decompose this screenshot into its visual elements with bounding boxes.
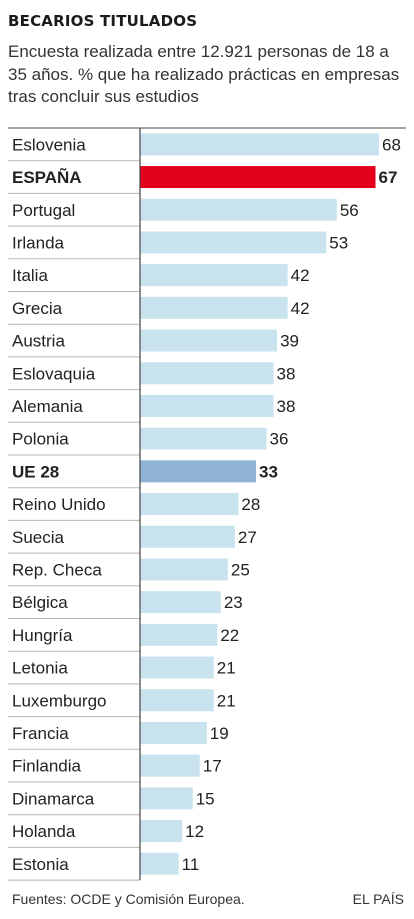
category-label: ESPAÑA xyxy=(12,167,82,187)
source-note: Fuentes: OCDE y Comisión Europea. xyxy=(12,891,245,907)
category-label: Reino Unido xyxy=(12,495,106,514)
bar-suecia xyxy=(140,525,235,548)
bar-dinamarca xyxy=(140,787,193,810)
value-label: 33 xyxy=(259,462,278,481)
value-label: 56 xyxy=(340,201,359,220)
bar-hungría xyxy=(140,623,218,646)
bar-eslovaquia xyxy=(140,362,274,385)
bar-estonia xyxy=(140,852,179,875)
bar-eslovenia xyxy=(140,133,379,156)
category-label: Letonia xyxy=(12,659,68,678)
bar-holanda xyxy=(140,820,183,843)
value-label: 42 xyxy=(291,299,310,318)
bar-polonia xyxy=(140,427,267,450)
bar-francia xyxy=(140,721,207,744)
bar-españa xyxy=(140,166,376,189)
value-label: 21 xyxy=(217,691,236,710)
value-label: 27 xyxy=(238,528,257,547)
category-label: Hungría xyxy=(12,626,73,645)
value-label: 38 xyxy=(277,397,296,416)
category-label: Dinamarca xyxy=(12,789,95,808)
bar-grecia xyxy=(140,296,288,319)
value-label: 36 xyxy=(270,430,289,449)
value-label: 23 xyxy=(224,593,243,612)
bar-bélgica xyxy=(140,591,221,614)
category-label: Eslovaquia xyxy=(12,364,96,383)
bar-austria xyxy=(140,329,278,352)
publisher-logo: EL PAÍS xyxy=(352,891,404,907)
value-label: 19 xyxy=(210,724,229,743)
bar-letonia xyxy=(140,656,214,679)
bar-portugal xyxy=(140,198,337,221)
category-label: Portugal xyxy=(12,201,75,220)
value-label: 28 xyxy=(241,495,260,514)
value-label: 11 xyxy=(182,855,200,874)
chart-title: BECARIOS TITULADOS xyxy=(8,12,198,30)
value-label: 42 xyxy=(291,266,310,285)
value-label: 53 xyxy=(329,233,348,252)
value-label: 39 xyxy=(280,332,299,351)
value-label: 21 xyxy=(217,659,236,678)
category-label: Austria xyxy=(12,332,65,351)
category-label: Suecia xyxy=(12,528,65,547)
category-label: Finlandia xyxy=(12,757,82,776)
category-label: Luxemburgo xyxy=(12,691,107,710)
category-label: Alemania xyxy=(12,397,83,416)
bar-ue-28 xyxy=(140,460,256,483)
category-label: Italia xyxy=(12,266,48,285)
category-label: Bélgica xyxy=(12,593,68,612)
value-label: 12 xyxy=(185,822,204,841)
value-label: 17 xyxy=(203,757,222,776)
category-label: Irlanda xyxy=(12,233,65,252)
category-label: Grecia xyxy=(12,299,63,318)
category-label: Eslovenia xyxy=(12,135,86,154)
value-label: 38 xyxy=(277,364,296,383)
value-label: 15 xyxy=(196,789,215,808)
category-label: Polonia xyxy=(12,430,69,449)
bar-irlanda xyxy=(140,231,327,254)
bar-italia xyxy=(140,264,288,287)
value-label: 22 xyxy=(220,626,239,645)
chart-subtitle: Encuesta realizada entre 12.921 personas… xyxy=(8,42,400,106)
category-label: UE 28 xyxy=(12,462,59,481)
bar-alemania xyxy=(140,394,274,417)
category-label: Estonia xyxy=(12,855,69,874)
bar-finlandia xyxy=(140,754,200,777)
bar-luxemburgo xyxy=(140,689,214,712)
value-label: 25 xyxy=(231,560,250,579)
value-label: 67 xyxy=(378,168,397,187)
category-label: Rep. Checa xyxy=(12,560,102,579)
category-label: Holanda xyxy=(12,822,76,841)
category-label: Francia xyxy=(12,724,69,743)
value-label: 68 xyxy=(382,135,401,154)
bar-rep-checa xyxy=(140,558,228,581)
bar-reino-unido xyxy=(140,493,239,516)
